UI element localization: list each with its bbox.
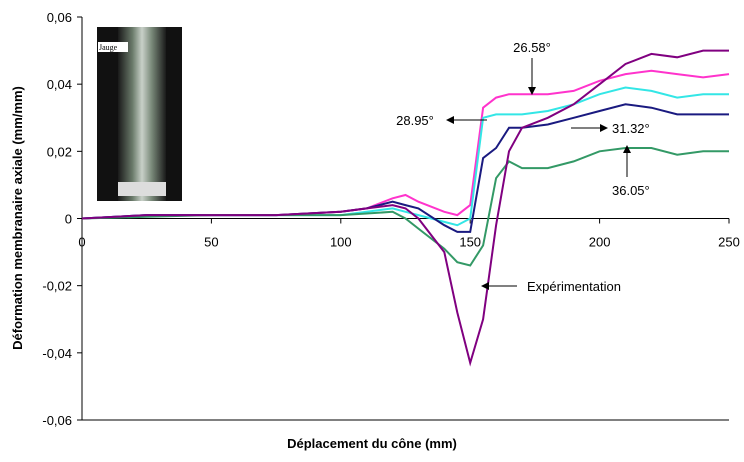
x-axis-title: Déplacement du cône (mm) xyxy=(287,436,457,451)
series-annotation: 36.05° xyxy=(612,183,650,198)
x-tick-label: 150 xyxy=(459,235,481,250)
inset-label: Jauge xyxy=(99,43,118,52)
y-tick-label: 0 xyxy=(65,212,72,227)
y-tick-label: -0,02 xyxy=(42,279,72,294)
y-axis-title: Déformation membranaire axiale (mm/mm) xyxy=(10,86,25,350)
series-annotation: Expérimentation xyxy=(527,279,621,294)
x-tick-label: 50 xyxy=(204,235,218,250)
y-tick-label: 0,02 xyxy=(47,144,72,159)
series-annotation: 26.58° xyxy=(513,40,551,55)
x-tick-label: 250 xyxy=(718,235,740,250)
inset-photo: Jauge xyxy=(97,27,182,201)
y-tick-label: -0,06 xyxy=(42,413,72,428)
y-tick-label: -0,04 xyxy=(42,346,72,361)
series-annotation: 28.95° xyxy=(396,113,434,128)
series-line xyxy=(81,49,729,367)
series-annotation: 31.32° xyxy=(612,121,650,136)
y-tick-label: 0,04 xyxy=(47,77,72,92)
x-tick-label: 200 xyxy=(589,235,611,250)
x-tick-label: 100 xyxy=(330,235,352,250)
x-tick-label: 0 xyxy=(78,235,85,250)
y-tick-label: 0,06 xyxy=(47,10,72,25)
